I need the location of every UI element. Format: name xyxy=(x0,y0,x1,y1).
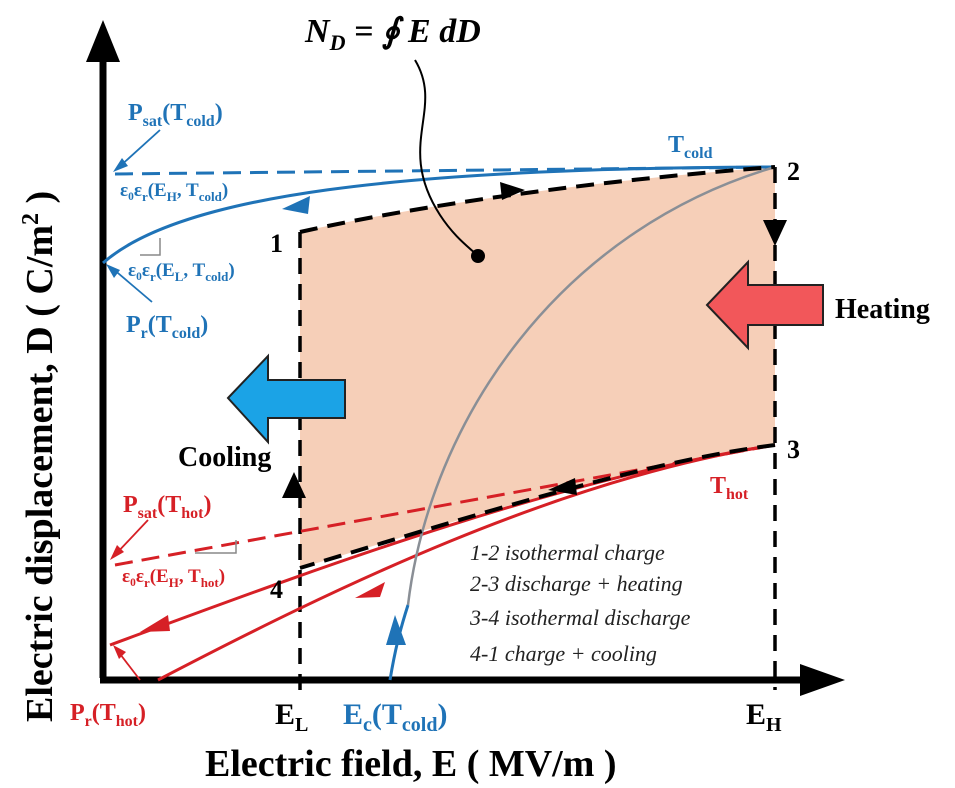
point-4-label: 4 xyxy=(270,575,283,604)
t-cold-curve xyxy=(102,165,776,265)
coercive-curve xyxy=(406,165,776,606)
pr-hot-pointer-head xyxy=(113,645,126,659)
psat-hot-label: Psat(Thot) xyxy=(123,492,211,522)
t-hot-curve-arrow xyxy=(140,615,170,632)
axes xyxy=(86,20,845,696)
ec-cold-arrow xyxy=(386,615,406,645)
legend-item-3: 3-4 isothermal discharge xyxy=(469,605,691,630)
eps-h-cold-label: ε₀εr(EH, Tcold) xyxy=(120,180,228,204)
arrow-4-1 xyxy=(282,472,306,498)
t-hot-label: Thot xyxy=(710,473,749,503)
equation-label: ND = ∮ E dD xyxy=(304,13,481,55)
legend-item-2: 2-3 discharge + heating xyxy=(470,571,683,596)
discharge-arrow-3-4 xyxy=(548,478,577,495)
slope-mark-hot xyxy=(195,540,237,554)
equation-pointer xyxy=(414,59,479,257)
psat-cold-pointer-head xyxy=(113,158,128,172)
psat-hot-pointer-head xyxy=(110,545,124,560)
psat-cold-label: Psat(Tcold) xyxy=(128,100,223,130)
equation-pointer-dot xyxy=(471,249,485,263)
t-hot-lower-curve-arrow xyxy=(355,582,385,598)
cooling-label: Cooling xyxy=(178,442,271,473)
t-hot-lower-curve xyxy=(157,443,776,682)
point-3-label: 3 xyxy=(787,435,800,464)
charge-arrow-1-2 xyxy=(500,182,525,200)
el-tick-label: EL xyxy=(275,698,308,736)
psat-cold-pointer xyxy=(117,129,161,169)
point-2-label: 2 xyxy=(787,157,800,186)
pr-cold-pointer-head xyxy=(106,264,120,278)
slope-mark-cold xyxy=(140,238,161,256)
eh-tick-label: EH xyxy=(746,698,782,736)
pr-hot-label: Pr(Thot) xyxy=(70,700,146,730)
legend-item-1: 1-2 isothermal charge xyxy=(470,540,665,565)
eps-h-hot-label: ε₀εr(EH, Thot) xyxy=(122,566,225,590)
point-1-label: 1 xyxy=(270,229,283,258)
process-legend: 1-2 isothermal charge 2-3 discharge + he… xyxy=(469,540,691,666)
pr-cold-label: Pr(Tcold) xyxy=(126,312,208,342)
arrow-2-3 xyxy=(763,220,787,246)
t-cold-label: Tcold xyxy=(668,132,713,162)
pr-cold-pointer xyxy=(111,267,153,303)
t-cold-curve-arrow xyxy=(282,196,310,214)
y-axis-arrowhead xyxy=(86,20,120,62)
legend-item-4: 4-1 charge + cooling xyxy=(470,641,657,666)
charge-path-1-2 xyxy=(299,165,776,234)
discharge-path-3-4 xyxy=(299,443,776,570)
cycle-area xyxy=(300,167,775,568)
psat-hot-line xyxy=(114,443,776,567)
x-axis-arrowhead xyxy=(800,664,845,696)
ec-tick-label: Ec(Tcold) xyxy=(343,698,447,736)
x-axis-title: Electric field, E ( MV/m ) xyxy=(205,743,617,785)
annotation-pointers xyxy=(106,129,161,681)
y-axis-title: Electric displacement, D ( C/m2 ) xyxy=(18,191,61,722)
cooling-arrow xyxy=(226,353,346,445)
eps-l-cold-label: ε₀εr(EL, Tcold) xyxy=(128,260,235,284)
heating-label: Heating xyxy=(835,294,930,325)
heating-arrow xyxy=(705,259,824,351)
